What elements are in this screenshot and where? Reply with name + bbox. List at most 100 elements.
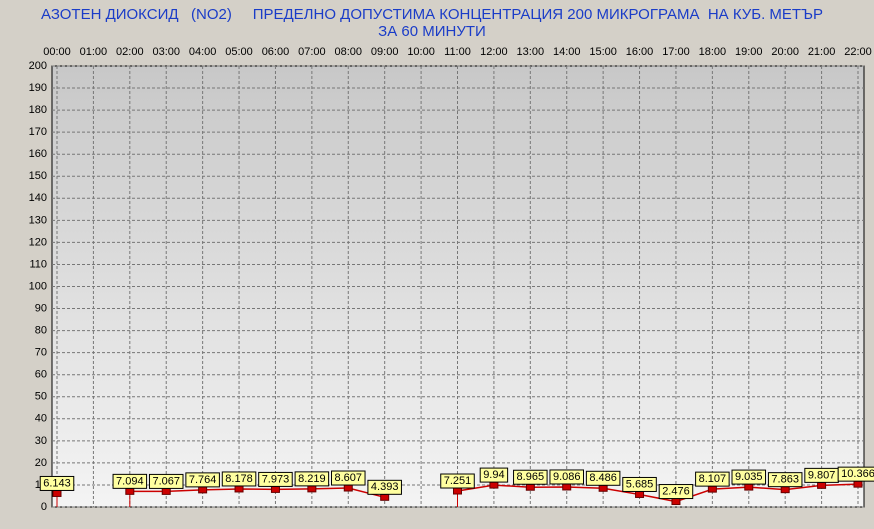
y-tick-label: 20 [35, 457, 47, 469]
value-label: 7.094 [116, 475, 144, 487]
x-tick-label: 13:00 [517, 46, 545, 58]
point [707, 485, 717, 493]
y-tick-label: 200 [29, 60, 47, 72]
y-tick-label: 110 [29, 258, 47, 270]
x-tick-label: 14:00 [553, 46, 581, 58]
label-box [221, 471, 257, 487]
value-label: 9.94 [483, 469, 504, 481]
value-label: 8.107 [699, 473, 727, 485]
x-tick-label: 01:00 [80, 46, 108, 58]
label-box [731, 469, 767, 485]
y-tick-label: 60 [35, 369, 47, 381]
x-tick-label: 12:00 [480, 46, 508, 58]
value-label: 8.486 [589, 472, 617, 484]
point [489, 481, 499, 489]
y-tick-label: 170 [29, 126, 47, 138]
y-tick-label: 100 [29, 280, 47, 292]
value-label: 7.067 [152, 475, 180, 487]
point [343, 484, 353, 492]
point [307, 485, 317, 493]
y-tick-label: 80 [35, 325, 47, 337]
point [270, 485, 280, 493]
value-label: 7.973 [262, 473, 290, 485]
label-box [367, 479, 402, 495]
label-box [294, 471, 330, 487]
x-tick-label: 07:00 [298, 46, 326, 58]
value-label: 9.086 [553, 471, 581, 483]
x-tick-label: 11:00 [444, 46, 471, 58]
x-tick-label: 05:00 [225, 46, 253, 58]
value-label: 8.219 [298, 473, 326, 485]
value-label: 6.143 [43, 477, 71, 489]
point [198, 486, 208, 494]
point [744, 483, 754, 491]
y-tick-label: 90 [35, 302, 47, 314]
x-tick-label: 17:00 [662, 46, 690, 58]
y-tick-label: 0 [41, 501, 47, 513]
y-tick-label: 140 [29, 192, 47, 204]
label-box [39, 475, 75, 491]
label-box [585, 470, 621, 486]
point [671, 498, 681, 506]
point [52, 489, 62, 497]
label-box [695, 471, 730, 487]
label-box [440, 473, 475, 489]
y-tick-label: 180 [29, 104, 47, 116]
label-box [148, 473, 184, 489]
point [525, 483, 535, 491]
label-box [331, 470, 366, 486]
y-tick-label: 160 [29, 148, 47, 160]
y-tick-label: 130 [29, 214, 47, 226]
y-tick-label: 120 [29, 236, 47, 248]
point [780, 486, 790, 494]
x-tick-label: 04:00 [189, 46, 217, 58]
line [129, 483, 859, 503]
value-label: 8.178 [225, 473, 253, 485]
x-tick-label: 00:00 [43, 46, 71, 58]
point [853, 480, 863, 488]
x-tick-label: 08:00 [335, 46, 363, 58]
y-tick-label: 150 [29, 170, 47, 182]
x-tick-label: 16:00 [626, 46, 654, 58]
point [453, 487, 462, 495]
label-box [513, 469, 548, 485]
chart-title: АЗОТЕН ДИОКСИД (NO2) ПРЕДЕЛНО ДОПУСТИМА … [41, 6, 823, 23]
x-tick-label: 18:00 [699, 46, 727, 58]
label-box [837, 466, 874, 482]
x-tick-label: 03:00 [152, 46, 180, 58]
x-tick-label: 21:00 [808, 46, 836, 58]
label-box [767, 472, 803, 488]
label-box [258, 471, 293, 487]
value-label: 8.607 [335, 472, 363, 484]
x-tick-label: 20:00 [771, 46, 799, 58]
value-label: 4.393 [371, 481, 399, 493]
x-tick-label: 06:00 [262, 46, 290, 58]
point [125, 487, 135, 495]
value-label: 8.965 [517, 471, 545, 483]
y-tick-label: 190 [29, 82, 47, 94]
point [380, 493, 390, 501]
point [234, 485, 244, 493]
label-box [549, 469, 584, 485]
x-tick-label: 19:00 [735, 46, 763, 58]
point [161, 487, 171, 495]
y-tick-label: 30 [35, 435, 47, 447]
y-tick-label: 70 [35, 347, 47, 359]
value-label: 9.035 [735, 471, 763, 483]
y-tick-label: 50 [35, 391, 47, 403]
label-box [622, 476, 657, 492]
x-tick-label: 15:00 [589, 46, 617, 58]
value-label: 2.476 [662, 485, 690, 497]
value-label: 7.863 [771, 474, 799, 486]
value-label: 7.764 [189, 474, 217, 486]
value-label: 9.807 [808, 469, 836, 481]
label-box [479, 467, 509, 483]
x-tick-label: 02:00 [116, 46, 144, 58]
value-label: 7.251 [444, 475, 472, 487]
value-label: 10.366 [841, 468, 874, 480]
label-box [185, 472, 220, 488]
label-box [112, 473, 148, 489]
point [562, 483, 572, 491]
x-tick-label: 22:00 [844, 46, 872, 58]
